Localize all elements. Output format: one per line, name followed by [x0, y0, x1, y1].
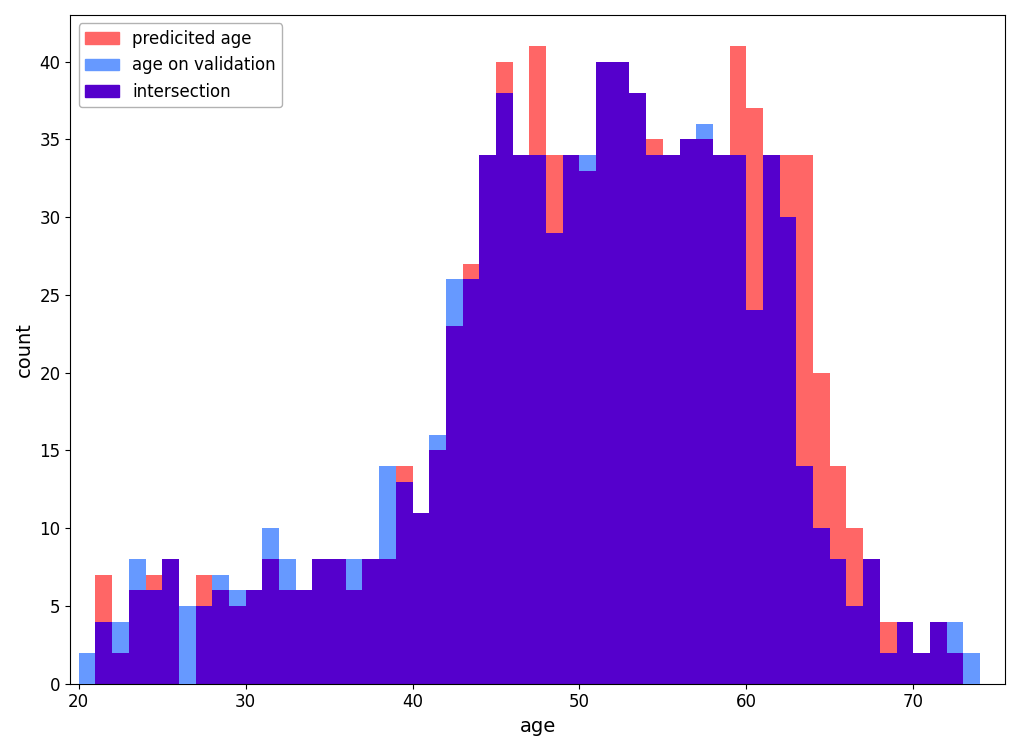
Bar [463, 264, 479, 279]
Bar [78, 653, 96, 683]
Bar [779, 217, 796, 683]
Bar [646, 140, 662, 155]
Bar [196, 575, 212, 606]
Bar [228, 590, 246, 606]
Bar [545, 233, 562, 683]
Bar [162, 559, 178, 683]
Bar [96, 575, 112, 622]
Bar [828, 466, 846, 559]
Bar [262, 528, 279, 559]
Bar [545, 155, 562, 233]
Bar [946, 622, 962, 653]
Bar [146, 575, 162, 590]
Bar [595, 62, 612, 683]
Bar [912, 653, 929, 683]
Bar [362, 559, 379, 683]
Bar [395, 481, 412, 683]
Bar [779, 155, 796, 217]
Bar [696, 124, 712, 140]
Bar [513, 155, 529, 683]
Bar [463, 279, 479, 683]
Bar [796, 155, 812, 466]
Y-axis label: count: count [15, 322, 34, 377]
Bar [412, 513, 429, 683]
Bar [296, 590, 312, 683]
Bar [562, 155, 579, 683]
Bar [828, 559, 846, 683]
Bar [529, 155, 545, 683]
Bar [379, 559, 395, 683]
Bar [379, 466, 395, 559]
Bar [812, 372, 828, 528]
Bar [696, 140, 712, 683]
Bar [279, 590, 296, 683]
Bar [796, 466, 812, 683]
Bar [329, 559, 345, 683]
Bar [495, 93, 513, 683]
Bar [246, 590, 262, 683]
X-axis label: age: age [519, 717, 555, 736]
Bar [579, 170, 595, 683]
Bar [112, 653, 128, 683]
Bar [128, 559, 146, 590]
Bar [395, 466, 412, 481]
Bar [729, 46, 746, 155]
Bar [345, 590, 362, 683]
Bar [746, 310, 762, 683]
Bar [746, 108, 762, 310]
Bar [96, 622, 112, 683]
Bar [345, 559, 362, 590]
Bar [662, 155, 679, 683]
Bar [279, 559, 296, 590]
Bar [579, 155, 595, 170]
Bar [862, 559, 879, 683]
Bar [495, 62, 513, 93]
Bar [429, 435, 445, 451]
Bar [178, 606, 196, 683]
Bar [146, 590, 162, 683]
Bar [612, 62, 629, 683]
Bar [679, 140, 696, 683]
Bar [712, 155, 729, 683]
Bar [445, 326, 463, 683]
Bar [312, 559, 329, 683]
Bar [529, 46, 545, 155]
Bar [196, 606, 212, 683]
Bar [228, 606, 246, 683]
Bar [445, 279, 463, 326]
Bar [212, 575, 228, 590]
Bar [629, 93, 646, 683]
Bar [896, 622, 912, 683]
Bar [879, 622, 896, 653]
Bar [846, 528, 862, 606]
Bar [729, 155, 746, 683]
Legend: predicited age, age on validation, intersection: predicited age, age on validation, inter… [78, 23, 282, 107]
Bar [929, 622, 946, 683]
Bar [812, 528, 828, 683]
Bar [946, 653, 962, 683]
Bar [762, 155, 779, 683]
Bar [212, 590, 228, 683]
Bar [479, 155, 495, 683]
Bar [262, 559, 279, 683]
Bar [846, 606, 862, 683]
Bar [128, 590, 146, 683]
Bar [646, 155, 662, 683]
Bar [879, 653, 896, 683]
Bar [429, 451, 445, 683]
Bar [962, 653, 979, 683]
Bar [112, 622, 128, 653]
